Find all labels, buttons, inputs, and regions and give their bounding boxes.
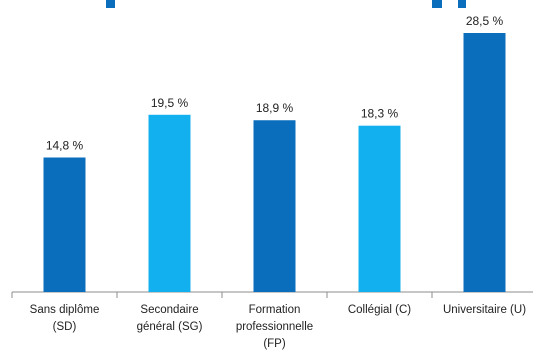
bar-value-label: 19,5 % (151, 96, 189, 110)
bar (43, 157, 86, 292)
bar (358, 125, 401, 293)
category-label: (FP) (263, 338, 286, 350)
category-label: général (SG) (137, 321, 203, 333)
bars (43, 33, 506, 293)
category-label: Secondaire (140, 304, 198, 316)
x-axis-ticks (11, 292, 433, 298)
bar-value-label: 18,3 % (361, 107, 399, 121)
category-label: professionnelle (236, 321, 313, 333)
bar (148, 114, 191, 292)
title-glyph-fragment (458, 0, 466, 8)
category-labels: Sans diplôme (SD) Secondaire général (SG) Fo… (30, 304, 527, 350)
bar (253, 120, 296, 293)
title-glyph-fragment (106, 0, 115, 8)
category-label: (SD) (53, 321, 77, 333)
bar (463, 33, 506, 292)
category-label: Sans diplôme (30, 304, 100, 316)
category-label: Formation (249, 304, 301, 316)
category-label: Collégial (C) (348, 304, 411, 316)
title-glyph-fragment (432, 0, 442, 8)
bar-value-label: 18,9 % (256, 101, 294, 115)
category-label: Universitaire (U) (443, 304, 526, 316)
bar-value-label: 28,5 % (466, 14, 504, 28)
bar-value-label: 14,8 % (46, 139, 84, 153)
chart-title-clipped (0, 0, 533, 8)
value-labels: 14,8 % 19,5 % 18,9 % 18,3 % 28,5 % (46, 14, 504, 153)
